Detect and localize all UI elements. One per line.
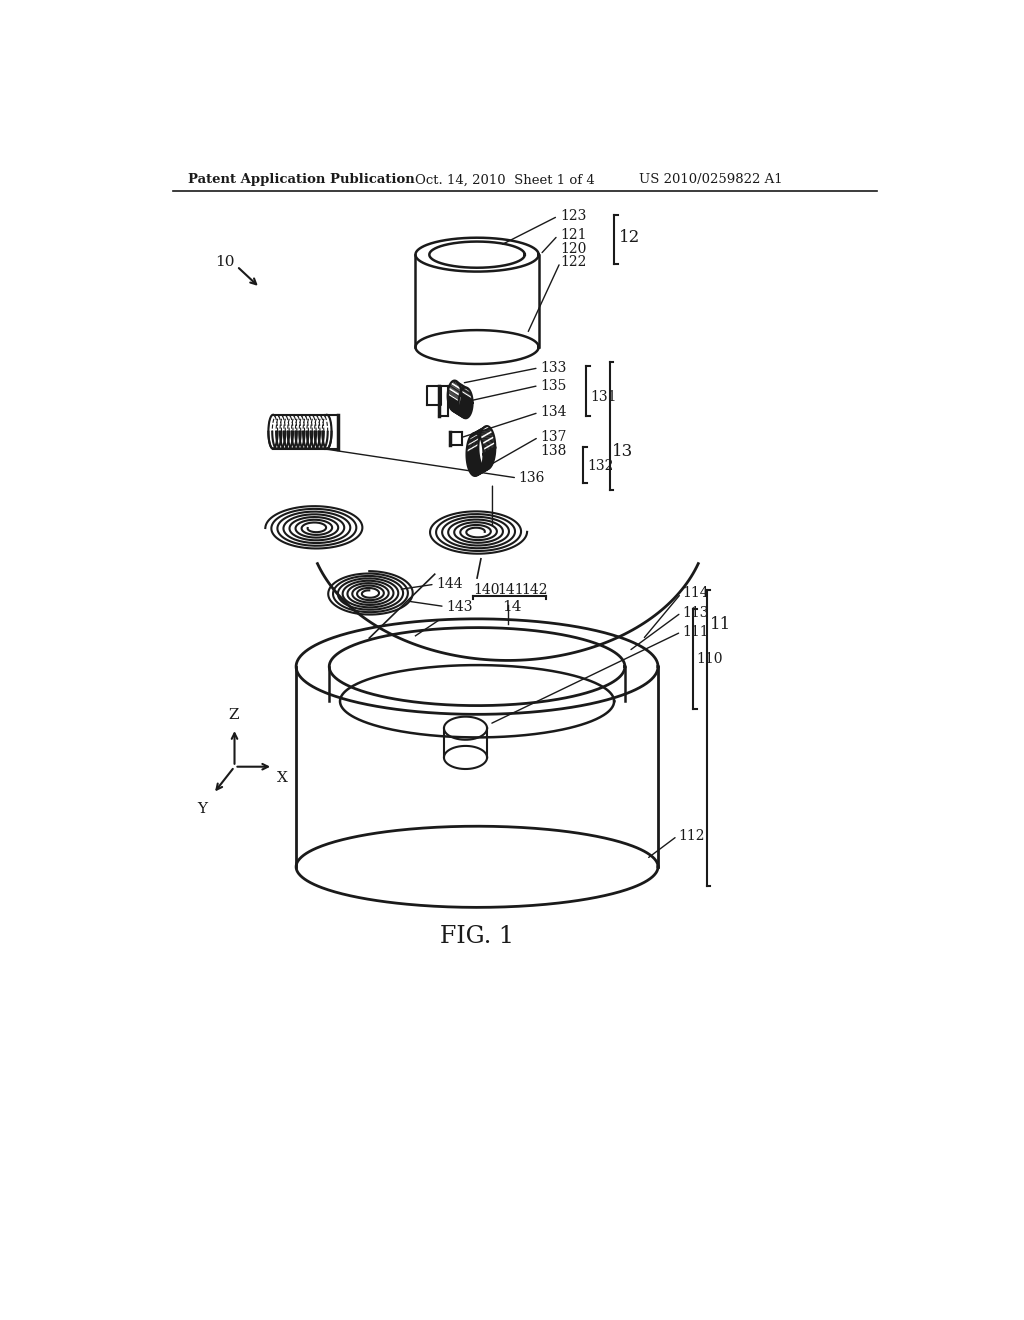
Text: 141: 141 — [497, 582, 523, 597]
Text: 137: 137 — [541, 430, 566, 444]
Text: 121: 121 — [560, 228, 587, 243]
Text: 111: 111 — [683, 624, 710, 639]
Text: 144: 144 — [436, 577, 463, 591]
Text: 140: 140 — [473, 582, 500, 597]
Text: X: X — [276, 771, 288, 784]
Text: 135: 135 — [541, 379, 566, 392]
Text: 114: 114 — [683, 586, 710, 601]
Text: 122: 122 — [560, 255, 587, 269]
Text: 123: 123 — [560, 209, 587, 223]
Text: Patent Application Publication: Patent Application Publication — [188, 173, 415, 186]
Text: 12: 12 — [618, 230, 640, 247]
Text: 13: 13 — [611, 442, 633, 459]
Text: 110: 110 — [696, 652, 723, 665]
Text: 133: 133 — [541, 360, 566, 375]
Text: 120: 120 — [560, 243, 587, 256]
Text: 138: 138 — [541, 444, 566, 458]
Text: 136: 136 — [518, 471, 545, 484]
Text: Oct. 14, 2010  Sheet 1 of 4: Oct. 14, 2010 Sheet 1 of 4 — [416, 173, 595, 186]
Text: 112: 112 — [679, 829, 706, 843]
Text: 134: 134 — [541, 405, 566, 420]
Text: Z: Z — [228, 708, 239, 722]
Text: 113: 113 — [683, 606, 710, 619]
Text: 131: 131 — [590, 391, 616, 404]
Text: 10: 10 — [215, 255, 234, 269]
Text: FIG. 1: FIG. 1 — [440, 924, 514, 948]
Text: 132: 132 — [587, 459, 613, 474]
Text: US 2010/0259822 A1: US 2010/0259822 A1 — [639, 173, 782, 186]
Text: 14: 14 — [502, 599, 521, 614]
Text: 11: 11 — [711, 615, 731, 632]
Text: 143: 143 — [446, 601, 473, 614]
Text: Y: Y — [198, 801, 208, 816]
Text: 142: 142 — [521, 582, 548, 597]
